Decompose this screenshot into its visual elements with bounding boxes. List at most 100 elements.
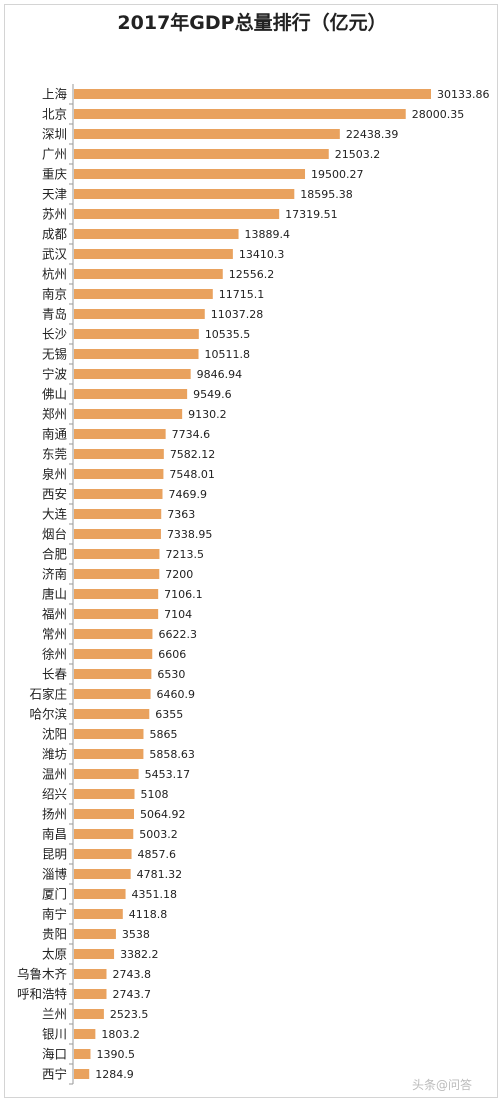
data-label: 13889.4: [245, 228, 290, 241]
bar: [74, 329, 199, 339]
data-label: 7200: [165, 568, 193, 581]
chart-title: 2017年GDP总量排行（亿元）: [117, 12, 387, 34]
data-label: 7469.9: [168, 488, 207, 501]
bar: [74, 189, 295, 199]
category-label: 广州: [42, 147, 67, 162]
category-label: 太原: [42, 947, 67, 962]
data-label: 10535.5: [205, 328, 251, 341]
category-label: 南通: [42, 427, 68, 442]
data-label: 11037.28: [211, 308, 264, 321]
data-label: 3382.2: [120, 948, 159, 961]
category-label: 天津: [42, 187, 67, 202]
data-label: 5003.2: [139, 828, 178, 841]
bar: [74, 849, 132, 859]
bar: [74, 389, 188, 399]
data-label: 6606: [158, 648, 186, 661]
category-label: 合肥: [42, 547, 68, 562]
category-label: 哈尔滨: [29, 707, 67, 722]
bar: [74, 829, 134, 839]
bar: [74, 629, 153, 639]
bar: [74, 149, 329, 159]
bar: [74, 169, 306, 179]
bar: [74, 129, 340, 139]
data-label: 9130.2: [188, 408, 227, 421]
bar: [74, 549, 160, 559]
bar: [74, 369, 191, 379]
data-label: 4781.32: [137, 868, 183, 881]
bar: [74, 809, 135, 819]
category-label: 佛山: [42, 387, 67, 402]
category-label: 西宁: [42, 1067, 67, 1082]
data-label: 13410.3: [239, 248, 284, 261]
bar: [74, 489, 163, 499]
data-label: 6622.3: [158, 628, 197, 641]
bar: [74, 1069, 90, 1079]
data-label: 1284.9: [95, 1068, 133, 1081]
bar: [74, 1009, 104, 1019]
bar: [74, 969, 107, 979]
bar: [74, 649, 153, 659]
bar: [74, 949, 115, 959]
category-label: 西安: [42, 487, 67, 502]
bar: [74, 669, 152, 679]
data-label: 2523.5: [110, 1008, 149, 1021]
category-label: 徐州: [42, 647, 67, 662]
category-label: 乌鲁木齐: [17, 967, 68, 982]
category-label: 长春: [42, 667, 68, 682]
data-label: 7338.95: [167, 528, 213, 541]
category-label: 南昌: [42, 827, 67, 842]
bar: [74, 569, 160, 579]
category-label: 武汉: [42, 247, 68, 262]
bar: [74, 209, 280, 219]
category-label: 海口: [42, 1047, 67, 1062]
bar: [74, 749, 144, 759]
data-label: 7363: [167, 508, 195, 521]
chart-frame: [4, 4, 498, 1098]
data-label: 1803.2: [101, 1028, 140, 1041]
bar: [74, 729, 144, 739]
bar: [74, 609, 159, 619]
data-label: 2743.8: [113, 968, 152, 981]
data-label: 5108: [141, 788, 169, 801]
category-label: 银川: [42, 1027, 67, 1042]
category-label: 石家庄: [29, 687, 67, 702]
data-label: 7213.5: [165, 548, 204, 561]
data-label: 5865: [149, 728, 177, 741]
category-label: 扬州: [42, 807, 67, 822]
data-label: 6530: [157, 668, 185, 681]
category-label: 上海: [42, 87, 68, 102]
category-label: 青岛: [42, 307, 67, 322]
category-label: 呼和浩特: [17, 987, 67, 1002]
bar: [74, 109, 406, 119]
bar: [74, 469, 164, 479]
bar: [74, 689, 151, 699]
data-label: 5064.92: [140, 808, 186, 821]
bar: [74, 309, 205, 319]
category-label: 大连: [42, 507, 68, 522]
data-label: 6355: [155, 708, 183, 721]
category-label: 济南: [42, 567, 67, 582]
bar: [74, 1029, 96, 1039]
bar: [74, 89, 431, 99]
bar: [74, 429, 166, 439]
category-label: 深圳: [42, 127, 67, 142]
data-label: 17319.51: [285, 208, 338, 221]
data-label: 30133.86: [437, 88, 490, 101]
category-label: 烟台: [42, 527, 67, 542]
bar: [74, 889, 126, 899]
data-label: 9846.94: [197, 368, 243, 381]
category-label: 唐山: [42, 587, 67, 602]
category-label: 温州: [42, 767, 67, 782]
category-label: 成都: [42, 227, 68, 242]
bar: [74, 1049, 91, 1059]
category-label: 昆明: [42, 847, 67, 862]
data-label: 5858.63: [149, 748, 195, 761]
category-label: 厦门: [42, 887, 67, 902]
data-label: 4118.8: [129, 908, 168, 921]
data-label: 2743.7: [113, 988, 152, 1001]
bar: [74, 229, 239, 239]
category-label: 苏州: [42, 207, 67, 222]
data-label: 28000.35: [412, 108, 465, 121]
category-label: 宁波: [42, 367, 68, 382]
